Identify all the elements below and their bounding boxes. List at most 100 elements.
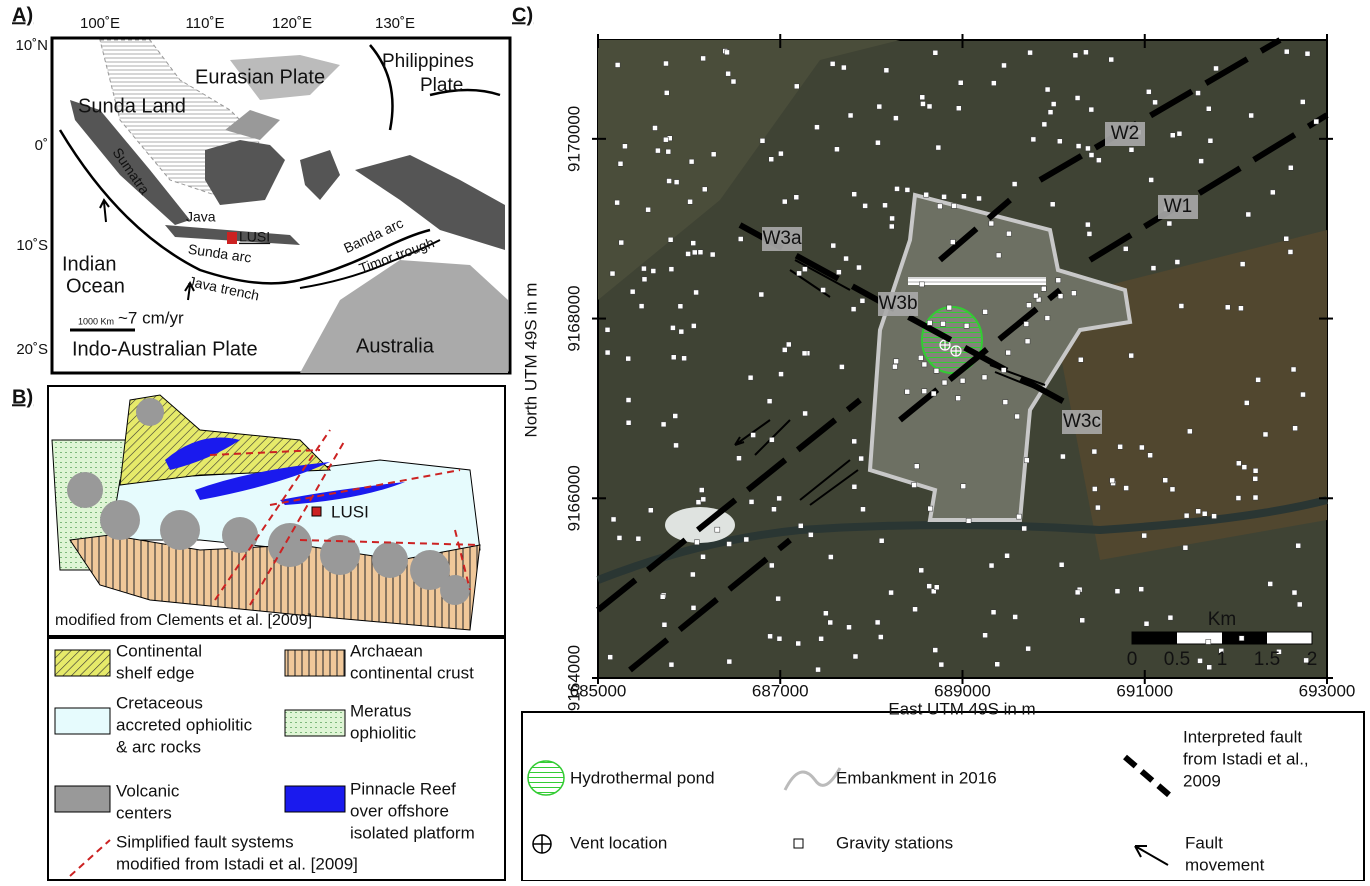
gravity-station xyxy=(914,464,919,469)
gravity-station xyxy=(1253,476,1258,481)
y-tick-label: 9168000 xyxy=(564,285,583,351)
place-label: Ocean xyxy=(66,275,125,297)
gravity-station xyxy=(1208,138,1213,143)
gravity-station xyxy=(966,518,971,523)
gravity-station xyxy=(794,195,799,200)
gravity-station xyxy=(1012,182,1017,187)
legend-text: Pinnacle Reef xyxy=(350,779,456,798)
gravity-station xyxy=(931,391,936,396)
gravity-station xyxy=(1110,478,1115,483)
gravity-station xyxy=(1092,449,1097,454)
gravity-station xyxy=(1089,153,1094,158)
place-label: Indian xyxy=(62,253,117,275)
gravity-station xyxy=(847,625,852,630)
gravity-station xyxy=(725,50,730,55)
gravity-station xyxy=(991,610,996,615)
gravity-station xyxy=(615,62,620,67)
gravity-station xyxy=(1028,50,1033,55)
gravity-station xyxy=(1085,222,1090,227)
gravity-station xyxy=(797,271,802,276)
x-tick-label: 687000 xyxy=(752,681,809,700)
gravity-station xyxy=(996,253,1001,258)
gravity-station xyxy=(982,375,987,380)
gravity-station xyxy=(618,161,623,166)
legend-text: Fault xyxy=(1185,833,1223,852)
gravity-station xyxy=(1001,368,1006,373)
gravity-station xyxy=(856,265,861,270)
gravity-station xyxy=(889,224,894,229)
gravity-station xyxy=(936,145,941,150)
gravity-station xyxy=(1167,221,1172,226)
gravity-station xyxy=(964,323,969,328)
gravity-station xyxy=(666,149,671,154)
gravity-station xyxy=(674,443,679,448)
gravity-station xyxy=(769,157,774,162)
legend-text: movement xyxy=(1185,855,1265,874)
gravity-station xyxy=(1149,177,1154,182)
place-label: ~7 cm/yr xyxy=(118,308,184,327)
gravity-station xyxy=(960,378,965,383)
gravity-station xyxy=(660,594,665,599)
gravity-station xyxy=(828,620,833,625)
gravity-station xyxy=(1297,602,1302,607)
gravity-station xyxy=(1026,646,1031,651)
legend-text: Continental xyxy=(116,641,202,660)
gravity-station xyxy=(1042,122,1047,127)
gravity-station xyxy=(1115,589,1120,594)
gravity-station xyxy=(1085,146,1090,151)
place-label: Sunda Land xyxy=(78,95,186,117)
gravity-station xyxy=(1001,63,1006,68)
gravity-station xyxy=(919,282,924,287)
y-tick-label: 9170000 xyxy=(564,106,583,172)
gravity-station xyxy=(947,305,952,310)
gravity-station xyxy=(1305,51,1310,56)
gravity-station xyxy=(1073,53,1078,58)
gravity-station xyxy=(1242,465,1247,470)
gravity-station xyxy=(958,80,963,85)
gravity-station xyxy=(808,532,813,537)
gravity-station xyxy=(626,398,631,403)
gravity-station xyxy=(1142,533,1147,538)
panel-b xyxy=(48,386,505,636)
gravity-station xyxy=(922,389,927,394)
gravity-station xyxy=(1175,260,1180,265)
gravity-station xyxy=(736,456,741,461)
gravity-station xyxy=(1288,249,1293,254)
gravity-station xyxy=(830,61,835,66)
gravity-station xyxy=(836,270,841,275)
gravity-station xyxy=(779,372,784,377)
gravity-station xyxy=(1300,99,1305,104)
gravity-station xyxy=(701,56,706,61)
gravity-station xyxy=(1025,339,1030,344)
gravity-station xyxy=(924,192,929,197)
gravity-station xyxy=(989,563,994,568)
gravity-station xyxy=(655,148,660,153)
gravity-station xyxy=(1238,306,1243,311)
gravity-station xyxy=(759,292,764,297)
panel-c xyxy=(598,40,1327,678)
gravity-station xyxy=(667,179,672,184)
gravity-station xyxy=(853,654,858,659)
place-label: Philippines xyxy=(382,51,474,72)
gravity-station xyxy=(937,204,942,209)
gravity-station xyxy=(1296,543,1301,548)
gravity-station xyxy=(961,194,966,199)
gravity-station xyxy=(894,359,899,364)
fault-label: W2 xyxy=(1111,123,1140,144)
place-label: Eurasian Plate xyxy=(195,66,325,88)
gravity-station xyxy=(956,106,961,111)
gravity-station xyxy=(983,633,988,638)
gravity-station xyxy=(699,488,704,493)
gravity-station xyxy=(1057,139,1062,144)
gravity-station xyxy=(922,362,927,367)
fault-label: W1 xyxy=(1164,196,1193,217)
gravity-station xyxy=(663,137,668,142)
x-tick-label: 689000 xyxy=(934,681,991,700)
gravity-station xyxy=(671,355,676,360)
gravity-station xyxy=(939,662,944,667)
gravity-station xyxy=(691,323,696,328)
gravity-station xyxy=(1041,286,1046,291)
gravity-station xyxy=(884,68,889,73)
legend-text: isolated platform xyxy=(350,823,475,842)
gravity-station xyxy=(796,641,801,646)
